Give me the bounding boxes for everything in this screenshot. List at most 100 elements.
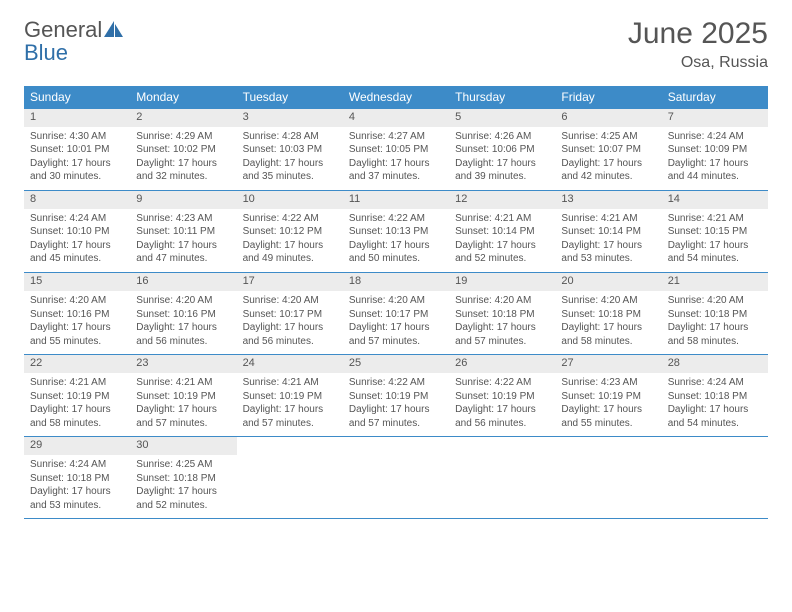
daylight-line: Daylight: 17 hours and 56 minutes. bbox=[455, 403, 549, 430]
day-details: Sunrise: 4:24 AMSunset: 10:10 PMDaylight… bbox=[24, 209, 130, 272]
day-cell: 19Sunrise: 4:20 AMSunset: 10:18 PMDaylig… bbox=[449, 273, 555, 354]
day-number: 9 bbox=[130, 191, 236, 209]
sunset-line: Sunset: 10:05 PM bbox=[349, 143, 443, 157]
day-number: 29 bbox=[24, 437, 130, 455]
day-number: 11 bbox=[343, 191, 449, 209]
calendar: SundayMondayTuesdayWednesdayThursdayFrid… bbox=[24, 86, 768, 520]
day-cell: 0 bbox=[237, 437, 343, 518]
sunrise-line: Sunrise: 4:21 AM bbox=[455, 212, 549, 226]
day-cell: 21Sunrise: 4:20 AMSunset: 10:18 PMDaylig… bbox=[662, 273, 768, 354]
weekday-header: Tuesday bbox=[237, 86, 343, 109]
day-number: 10 bbox=[237, 191, 343, 209]
weekday-header: Monday bbox=[130, 86, 236, 109]
day-details: Sunrise: 4:22 AMSunset: 10:19 PMDaylight… bbox=[449, 373, 555, 436]
day-cell: 6Sunrise: 4:25 AMSunset: 10:07 PMDayligh… bbox=[555, 109, 661, 190]
day-cell: 0 bbox=[343, 437, 449, 518]
day-number: 16 bbox=[130, 273, 236, 291]
day-cell: 5Sunrise: 4:26 AMSunset: 10:06 PMDayligh… bbox=[449, 109, 555, 190]
calendar-body: 1Sunrise: 4:30 AMSunset: 10:01 PMDayligh… bbox=[24, 109, 768, 520]
sunrise-line: Sunrise: 4:21 AM bbox=[668, 212, 762, 226]
day-number: 18 bbox=[343, 273, 449, 291]
day-details: Sunrise: 4:23 AMSunset: 10:11 PMDaylight… bbox=[130, 209, 236, 272]
day-cell: 29Sunrise: 4:24 AMSunset: 10:18 PMDaylig… bbox=[24, 437, 130, 518]
sunrise-line: Sunrise: 4:29 AM bbox=[136, 130, 230, 144]
day-cell: 14Sunrise: 4:21 AMSunset: 10:15 PMDaylig… bbox=[662, 191, 768, 272]
day-cell: 11Sunrise: 4:22 AMSunset: 10:13 PMDaylig… bbox=[343, 191, 449, 272]
daylight-line: Daylight: 17 hours and 42 minutes. bbox=[561, 157, 655, 184]
day-details: Sunrise: 4:30 AMSunset: 10:01 PMDaylight… bbox=[24, 127, 130, 190]
month-title: June 2025 bbox=[628, 18, 768, 50]
day-number: 30 bbox=[130, 437, 236, 455]
sunset-line: Sunset: 10:18 PM bbox=[668, 390, 762, 404]
location-label: Osa, Russia bbox=[628, 54, 768, 72]
day-details: Sunrise: 4:20 AMSunset: 10:18 PMDaylight… bbox=[555, 291, 661, 354]
day-cell: 10Sunrise: 4:22 AMSunset: 10:12 PMDaylig… bbox=[237, 191, 343, 272]
sunrise-line: Sunrise: 4:23 AM bbox=[561, 376, 655, 390]
daylight-line: Daylight: 17 hours and 53 minutes. bbox=[561, 239, 655, 266]
sunrise-line: Sunrise: 4:20 AM bbox=[349, 294, 443, 308]
day-details bbox=[449, 455, 555, 516]
sunrise-line: Sunrise: 4:24 AM bbox=[668, 130, 762, 144]
day-details bbox=[662, 455, 768, 516]
sunrise-line: Sunrise: 4:25 AM bbox=[561, 130, 655, 144]
day-details bbox=[237, 455, 343, 516]
weekday-header-row: SundayMondayTuesdayWednesdayThursdayFrid… bbox=[24, 86, 768, 109]
day-details: Sunrise: 4:20 AMSunset: 10:16 PMDaylight… bbox=[130, 291, 236, 354]
sunset-line: Sunset: 10:16 PM bbox=[136, 308, 230, 322]
day-number: 19 bbox=[449, 273, 555, 291]
sunrise-line: Sunrise: 4:28 AM bbox=[243, 130, 337, 144]
day-cell: 17Sunrise: 4:20 AMSunset: 10:17 PMDaylig… bbox=[237, 273, 343, 354]
sunrise-line: Sunrise: 4:26 AM bbox=[455, 130, 549, 144]
weekday-header: Wednesday bbox=[343, 86, 449, 109]
sunset-line: Sunset: 10:19 PM bbox=[136, 390, 230, 404]
sunset-line: Sunset: 10:18 PM bbox=[668, 308, 762, 322]
day-number: 3 bbox=[237, 109, 343, 127]
day-number: 25 bbox=[343, 355, 449, 373]
daylight-line: Daylight: 17 hours and 54 minutes. bbox=[668, 403, 762, 430]
day-number: 4 bbox=[343, 109, 449, 127]
sunset-line: Sunset: 10:06 PM bbox=[455, 143, 549, 157]
day-cell: 0 bbox=[662, 437, 768, 518]
sunset-line: Sunset: 10:18 PM bbox=[136, 472, 230, 486]
daylight-line: Daylight: 17 hours and 39 minutes. bbox=[455, 157, 549, 184]
daylight-line: Daylight: 17 hours and 55 minutes. bbox=[30, 321, 124, 348]
day-details: Sunrise: 4:22 AMSunset: 10:19 PMDaylight… bbox=[343, 373, 449, 436]
daylight-line: Daylight: 17 hours and 58 minutes. bbox=[30, 403, 124, 430]
sunrise-line: Sunrise: 4:30 AM bbox=[30, 130, 124, 144]
day-cell: 27Sunrise: 4:23 AMSunset: 10:19 PMDaylig… bbox=[555, 355, 661, 436]
day-details: Sunrise: 4:21 AMSunset: 10:14 PMDaylight… bbox=[449, 209, 555, 272]
sunrise-line: Sunrise: 4:21 AM bbox=[561, 212, 655, 226]
day-details: Sunrise: 4:21 AMSunset: 10:19 PMDaylight… bbox=[130, 373, 236, 436]
day-number: 2 bbox=[130, 109, 236, 127]
day-cell: 9Sunrise: 4:23 AMSunset: 10:11 PMDayligh… bbox=[130, 191, 236, 272]
day-cell: 1Sunrise: 4:30 AMSunset: 10:01 PMDayligh… bbox=[24, 109, 130, 190]
header: General Blue June 2025 Osa, Russia bbox=[24, 18, 768, 72]
day-cell: 0 bbox=[555, 437, 661, 518]
day-details: Sunrise: 4:20 AMSunset: 10:17 PMDaylight… bbox=[343, 291, 449, 354]
daylight-line: Daylight: 17 hours and 44 minutes. bbox=[668, 157, 762, 184]
sunset-line: Sunset: 10:18 PM bbox=[561, 308, 655, 322]
brand-logo: General Blue bbox=[24, 18, 124, 64]
day-cell: 20Sunrise: 4:20 AMSunset: 10:18 PMDaylig… bbox=[555, 273, 661, 354]
day-details bbox=[555, 455, 661, 516]
daylight-line: Daylight: 17 hours and 57 minutes. bbox=[136, 403, 230, 430]
day-details: Sunrise: 4:25 AMSunset: 10:18 PMDaylight… bbox=[130, 455, 236, 518]
sunrise-line: Sunrise: 4:25 AM bbox=[136, 458, 230, 472]
day-number: 7 bbox=[662, 109, 768, 127]
weekday-header: Sunday bbox=[24, 86, 130, 109]
day-cell: 15Sunrise: 4:20 AMSunset: 10:16 PMDaylig… bbox=[24, 273, 130, 354]
sunrise-line: Sunrise: 4:20 AM bbox=[668, 294, 762, 308]
sunrise-line: Sunrise: 4:24 AM bbox=[30, 458, 124, 472]
day-number: 13 bbox=[555, 191, 661, 209]
sunset-line: Sunset: 10:03 PM bbox=[243, 143, 337, 157]
sunset-line: Sunset: 10:01 PM bbox=[30, 143, 124, 157]
sunset-line: Sunset: 10:14 PM bbox=[561, 225, 655, 239]
daylight-line: Daylight: 17 hours and 52 minutes. bbox=[455, 239, 549, 266]
day-cell: 18Sunrise: 4:20 AMSunset: 10:17 PMDaylig… bbox=[343, 273, 449, 354]
day-number: 21 bbox=[662, 273, 768, 291]
day-details: Sunrise: 4:24 AMSunset: 10:09 PMDaylight… bbox=[662, 127, 768, 190]
week-row: 29Sunrise: 4:24 AMSunset: 10:18 PMDaylig… bbox=[24, 437, 768, 519]
sunrise-line: Sunrise: 4:20 AM bbox=[136, 294, 230, 308]
daylight-line: Daylight: 17 hours and 47 minutes. bbox=[136, 239, 230, 266]
day-details: Sunrise: 4:26 AMSunset: 10:06 PMDaylight… bbox=[449, 127, 555, 190]
